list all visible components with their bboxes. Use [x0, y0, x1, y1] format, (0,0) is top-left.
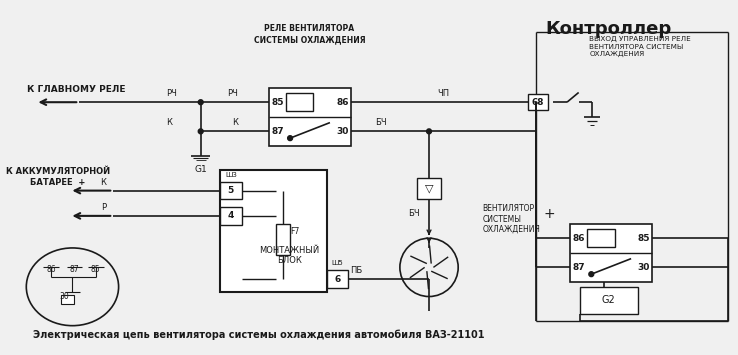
Bar — [418, 178, 441, 200]
Text: 85: 85 — [638, 234, 650, 243]
Text: Контроллер: Контроллер — [545, 20, 672, 38]
Text: 30: 30 — [60, 292, 69, 301]
Bar — [220, 170, 327, 292]
Text: ПБ: ПБ — [350, 266, 362, 275]
Circle shape — [589, 272, 593, 277]
Bar — [528, 94, 548, 110]
Text: 85: 85 — [91, 265, 100, 274]
Text: 4: 4 — [227, 211, 234, 220]
Bar — [220, 207, 241, 225]
Text: 87: 87 — [69, 265, 79, 274]
Text: Ш3: Ш3 — [225, 172, 237, 178]
Text: К ГЛАВНОМУ РЕЛЕ: К ГЛАВНОМУ РЕЛЕ — [27, 86, 125, 94]
Circle shape — [427, 129, 432, 134]
Text: 86: 86 — [337, 98, 349, 107]
Text: РЧ: РЧ — [166, 89, 177, 98]
Text: G2: G2 — [602, 295, 615, 305]
Text: 30: 30 — [337, 127, 349, 136]
Text: К: К — [100, 178, 106, 187]
Text: К АККУМУЛЯТОРНОЙ
БАТАРЕЕ  +: К АККУМУЛЯТОРНОЙ БАТАРЕЕ + — [6, 167, 110, 187]
Circle shape — [288, 136, 292, 141]
Text: ВЕНТИЛЯТОР
СИСТЕМЫ
ОХЛАЖДЕНИЯ: ВЕНТИЛЯТОР СИСТЕМЫ ОХЛАЖДЕНИЯ — [483, 204, 540, 234]
Bar — [327, 270, 348, 288]
Text: ВЫХОД УПРАВЛЕНИЯ РЕЛЕ
ВЕНТИЛЯТОРА СИСТЕМЫ
ОХЛАЖДЕНИЯ: ВЫХОД УПРАВЛЕНИЯ РЕЛЕ ВЕНТИЛЯТОРА СИСТЕМ… — [590, 36, 691, 58]
Bar — [286, 93, 314, 111]
Text: 6: 6 — [334, 274, 341, 284]
Text: 87: 87 — [271, 127, 284, 136]
Text: ▽: ▽ — [425, 184, 433, 194]
Text: G1: G1 — [194, 165, 207, 174]
Text: 68: 68 — [531, 98, 544, 107]
Text: 30: 30 — [638, 263, 650, 272]
Text: +: + — [544, 207, 555, 221]
Text: F7: F7 — [290, 227, 300, 236]
Text: Электрическая цепь вентилятора системы охлаждения автомобиля ВАЗ-21101: Электрическая цепь вентилятора системы о… — [32, 330, 484, 340]
Bar — [277, 224, 290, 255]
Text: К: К — [165, 119, 172, 127]
Text: 86: 86 — [46, 265, 56, 274]
Circle shape — [199, 100, 203, 105]
Text: К: К — [232, 119, 238, 127]
Text: РЕЛЕ ВЕНТИЛЯТОРА
СИСТЕМЫ ОХЛАЖДЕНИЯ: РЕЛЕ ВЕНТИЛЯТОРА СИСТЕМЫ ОХЛАЖДЕНИЯ — [254, 24, 365, 45]
Text: ЧП: ЧП — [438, 89, 449, 98]
Text: МОНТАЖНЫЙ
БЛОК: МОНТАЖНЫЙ БЛОК — [260, 246, 320, 265]
Bar — [269, 88, 351, 146]
Bar — [579, 287, 638, 314]
Circle shape — [199, 129, 203, 134]
Text: Ш5: Ш5 — [332, 261, 344, 266]
Text: РЧ: РЧ — [227, 89, 238, 98]
Text: Р: Р — [101, 203, 106, 212]
Text: БЧ: БЧ — [375, 119, 386, 127]
Text: 87: 87 — [573, 263, 585, 272]
Bar — [220, 182, 241, 200]
Bar — [587, 229, 615, 247]
Text: 86: 86 — [573, 234, 585, 243]
Bar — [61, 295, 75, 304]
Bar — [570, 224, 652, 282]
Text: БЧ: БЧ — [407, 209, 419, 218]
Text: 5: 5 — [228, 186, 234, 195]
Text: 85: 85 — [271, 98, 283, 107]
